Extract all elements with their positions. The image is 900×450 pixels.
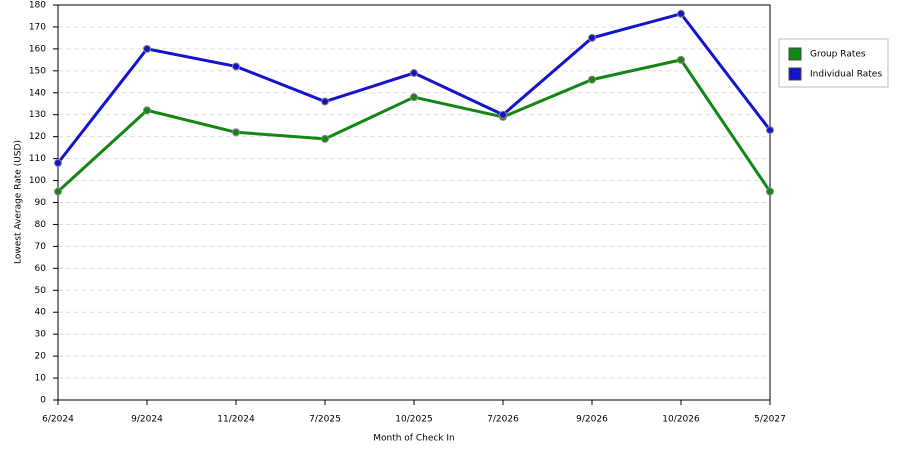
y-tick-label: 180 <box>29 1 46 11</box>
y-tick-label: 140 <box>29 88 46 98</box>
data-point <box>321 134 329 143</box>
y-tick-label: 50 <box>35 286 47 296</box>
x-tick-label: 7/2026 <box>487 415 519 425</box>
y-tick-label: 150 <box>29 66 46 76</box>
data-point <box>54 187 62 196</box>
x-axis-label: Month of Check In <box>373 434 455 444</box>
data-point <box>232 128 240 137</box>
y-tick-label: 120 <box>29 132 46 142</box>
series-line <box>56 12 772 164</box>
y-tick-label: 160 <box>29 44 46 54</box>
x-tick-label: 11/2024 <box>217 415 255 425</box>
x-tick-label: 10/2026 <box>662 415 700 425</box>
y-tick-label: 30 <box>35 330 47 340</box>
x-tick-label: 6/2024 <box>42 415 74 425</box>
y-tick-label: 90 <box>35 198 47 208</box>
data-point <box>410 93 418 102</box>
y-tick-label: 20 <box>35 352 47 362</box>
data-point <box>766 187 774 196</box>
y-tick-label: 170 <box>29 22 46 32</box>
y-tick-label: 130 <box>29 110 46 120</box>
data-point <box>54 159 62 167</box>
data-point <box>499 110 507 119</box>
data-point <box>232 62 240 71</box>
data-point <box>321 97 329 106</box>
y-tick-label: 70 <box>35 242 47 252</box>
legend-label: Individual Rates <box>810 70 882 80</box>
series-line <box>56 58 772 193</box>
x-tick-label: 9/2026 <box>576 415 608 425</box>
data-point <box>677 55 685 64</box>
legend-swatch <box>788 47 802 61</box>
y-tick-label: 40 <box>35 308 47 318</box>
data-point <box>143 106 151 115</box>
data-point <box>143 44 151 53</box>
data-point <box>410 69 418 78</box>
y-tick-label: 60 <box>35 264 47 274</box>
y-tick-label: 80 <box>35 220 47 230</box>
x-tick-label: 5/2027 <box>754 415 786 425</box>
y-tick-label: 0 <box>40 396 46 406</box>
legend-swatch <box>788 67 802 81</box>
y-axis-label: Lowest Average Rate (USD) <box>14 140 24 264</box>
y-tick-label: 110 <box>29 154 46 164</box>
data-point <box>588 33 596 42</box>
legend-label: Group Rates <box>810 50 866 60</box>
y-tick-label: 10 <box>35 374 47 384</box>
data-point <box>766 126 774 135</box>
data-point <box>677 9 685 18</box>
x-tick-label: 7/2025 <box>309 415 341 425</box>
x-tick-label: 10/2025 <box>395 415 432 425</box>
data-point <box>588 75 596 84</box>
y-tick-label: 100 <box>29 176 46 186</box>
x-tick-label: 9/2024 <box>131 415 163 425</box>
